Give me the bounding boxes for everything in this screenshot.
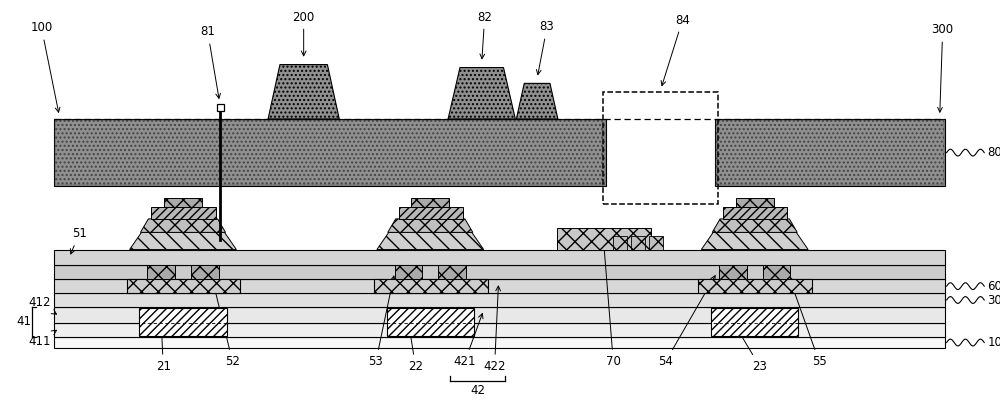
Text: 421: 421 [454, 314, 483, 368]
Text: 422: 422 [483, 286, 506, 373]
Bar [54, 323, 945, 336]
Text: 200: 200 [293, 10, 315, 56]
Bar [54, 265, 945, 279]
Bar [54, 293, 945, 307]
Bar [715, 119, 945, 186]
Bar [127, 279, 240, 293]
Bar [763, 265, 790, 279]
Bar [191, 265, 219, 279]
Text: 70: 70 [602, 243, 621, 368]
Bar [54, 250, 945, 265]
Bar [54, 119, 606, 186]
Polygon shape [516, 83, 558, 119]
Text: 55: 55 [788, 276, 826, 368]
Text: 41: 41 [16, 315, 31, 328]
Polygon shape [701, 232, 808, 250]
Bar [387, 308, 474, 336]
Text: 51: 51 [70, 227, 87, 254]
Polygon shape [388, 219, 473, 232]
Bar [613, 236, 627, 250]
Text: 54: 54 [658, 275, 715, 368]
Bar [557, 228, 651, 250]
Bar [736, 198, 774, 206]
Polygon shape [448, 68, 515, 119]
Bar [411, 198, 449, 206]
Text: 82: 82 [477, 10, 492, 59]
Bar [603, 92, 718, 204]
Text: 84: 84 [661, 13, 690, 86]
Bar [54, 336, 945, 349]
Text: 52: 52 [210, 276, 240, 368]
Polygon shape [268, 65, 339, 119]
Text: 300: 300 [932, 23, 954, 112]
Text: 83: 83 [536, 20, 554, 75]
Text: 80: 80 [987, 146, 1000, 159]
Text: 10: 10 [987, 336, 1000, 349]
Bar [374, 279, 488, 293]
Text: 411: 411 [28, 330, 56, 348]
Text: 81: 81 [200, 25, 220, 98]
Bar [54, 307, 945, 323]
Text: 42: 42 [470, 384, 485, 397]
Bar [164, 198, 202, 206]
Text: 30: 30 [987, 293, 1000, 306]
Text: 100: 100 [30, 21, 60, 112]
Text: 23: 23 [735, 325, 767, 373]
Bar [139, 308, 227, 336]
Text: 60: 60 [987, 280, 1000, 293]
Bar [649, 236, 663, 250]
Text: 412: 412 [28, 296, 56, 314]
Bar [217, 104, 224, 111]
Bar [151, 206, 216, 219]
Bar [698, 279, 812, 293]
Bar [711, 308, 798, 336]
Bar [147, 265, 175, 279]
Bar [395, 265, 422, 279]
Bar [54, 279, 945, 293]
Polygon shape [712, 219, 797, 232]
Bar [716, 120, 944, 185]
Bar [438, 265, 466, 279]
Text: 22: 22 [408, 326, 423, 373]
Polygon shape [130, 232, 236, 250]
Polygon shape [140, 219, 226, 232]
Bar [631, 236, 645, 250]
Bar [719, 265, 747, 279]
Text: 53: 53 [369, 276, 395, 368]
Bar [399, 206, 463, 219]
Bar [55, 120, 605, 185]
Bar [723, 206, 787, 219]
Text: 21: 21 [156, 326, 171, 373]
Polygon shape [377, 232, 484, 250]
